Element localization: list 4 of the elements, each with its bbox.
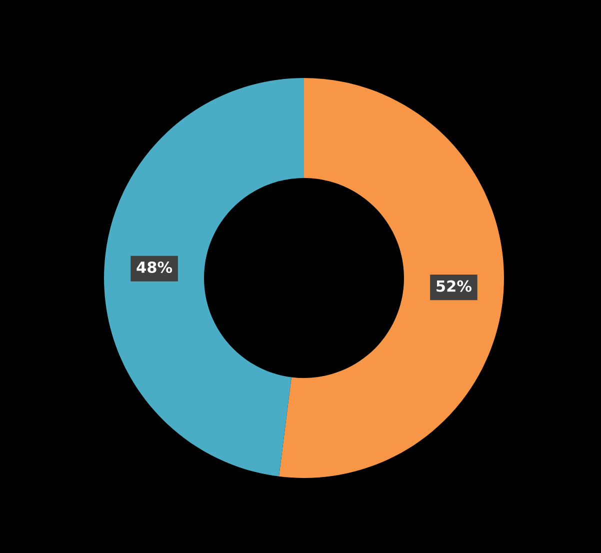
donut-slice — [104, 78, 304, 476]
donut-slice — [278, 78, 504, 478]
data-label: 48% — [136, 261, 172, 274]
data-label: 52% — [436, 280, 472, 292]
